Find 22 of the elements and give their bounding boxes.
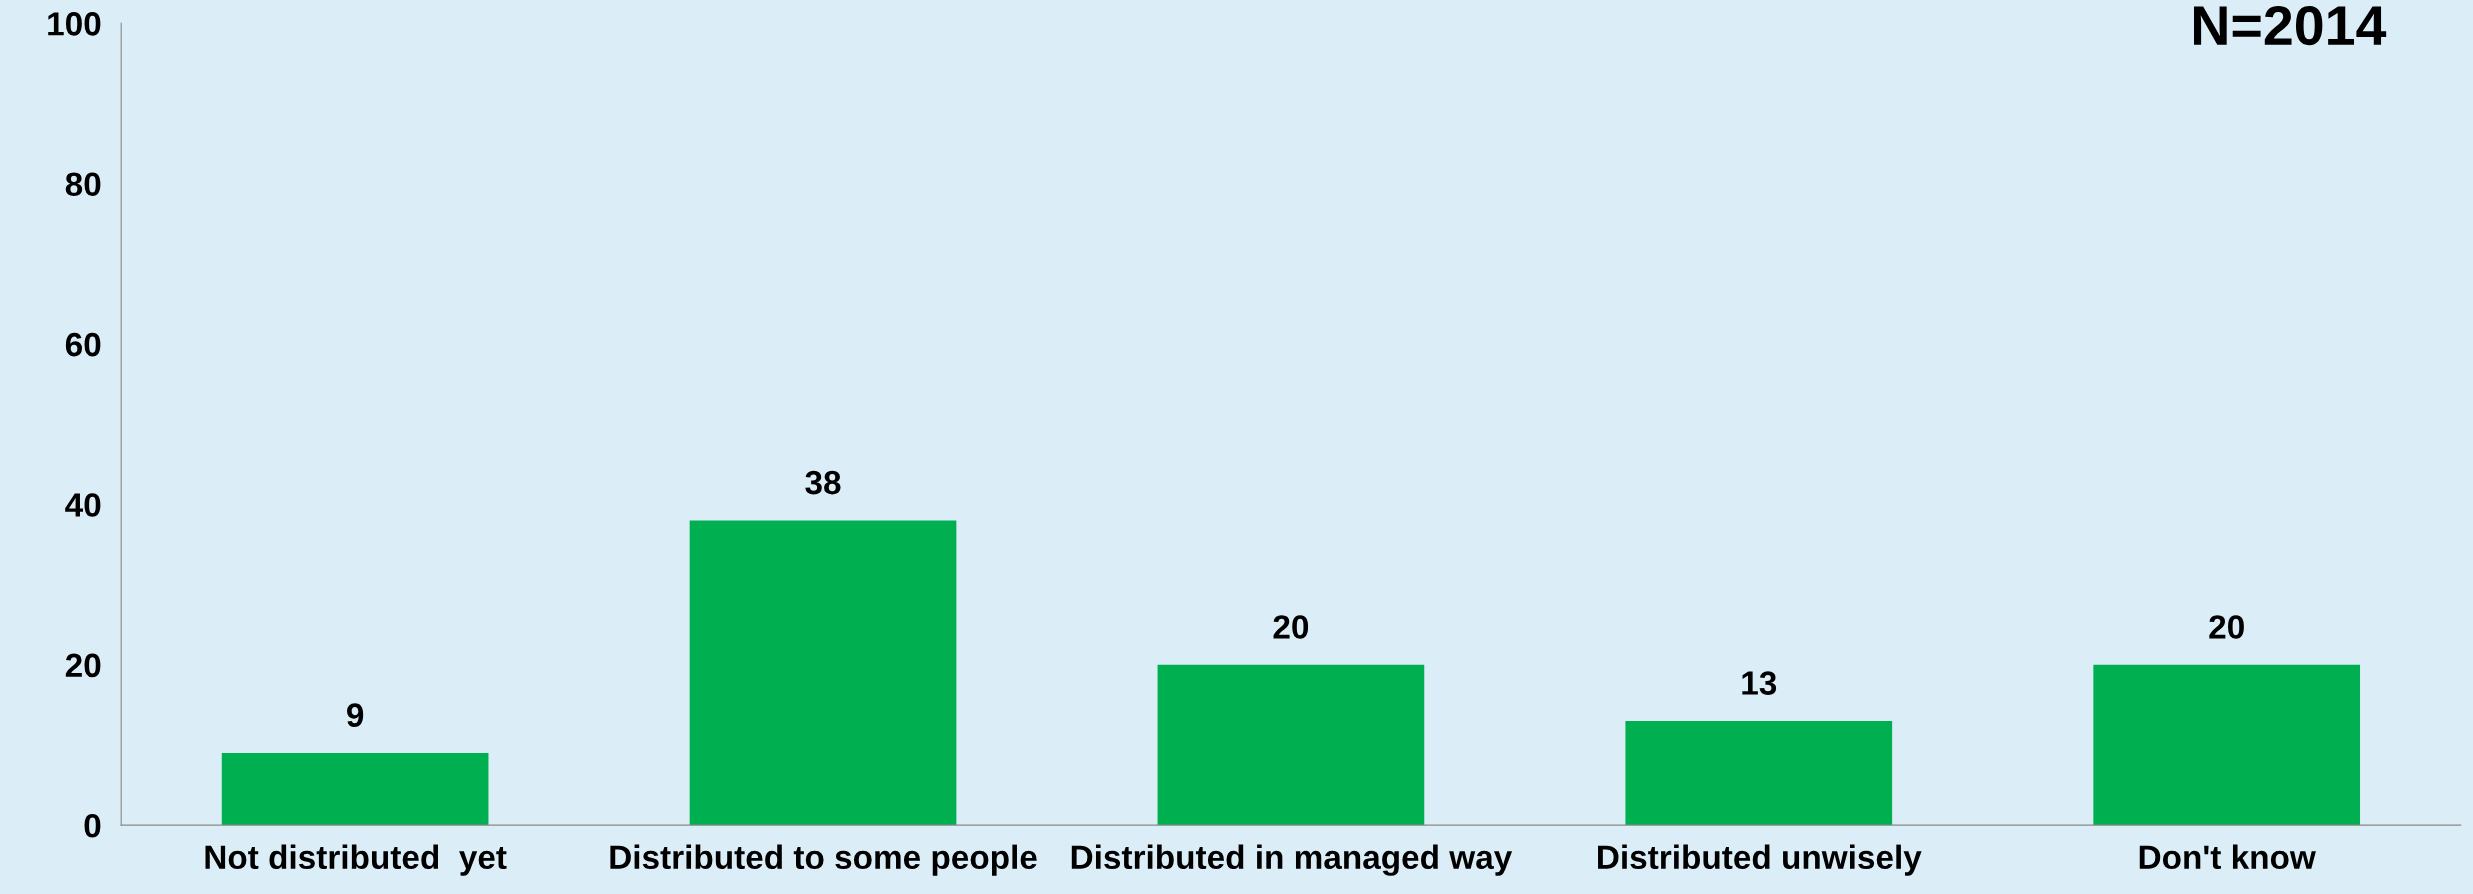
bar — [221, 752, 489, 826]
y-tick-label: 80 — [65, 172, 101, 197]
data-label: 9 — [347, 703, 364, 727]
bar — [1157, 664, 1425, 826]
y-tick-label: 100 — [48, 12, 101, 36]
y-tick-label: 60 — [65, 332, 101, 357]
annotation: N=2014 — [2194, 5, 2387, 46]
x-tick-label: Don't know — [2139, 844, 2316, 870]
y-tick-label: 40 — [65, 493, 101, 517]
x-tick-label: Distributed to some people — [610, 844, 1037, 876]
data-label: 38 — [805, 470, 841, 495]
y-tick-label: 0 — [84, 813, 101, 838]
x-tick-label: Distributed in managed way — [1071, 844, 1513, 876]
y-tick-label: 20 — [65, 653, 101, 678]
data-label: 13 — [1742, 671, 1777, 695]
bar — [2093, 664, 2361, 826]
data-label: 20 — [2209, 615, 2244, 639]
data-label: 20 — [1273, 615, 1309, 639]
x-tick-label: Distributed unwisely — [1598, 844, 1922, 876]
bar — [1625, 720, 1893, 826]
bar — [689, 520, 957, 826]
x-tick-label: Not distributed yet — [205, 844, 507, 876]
